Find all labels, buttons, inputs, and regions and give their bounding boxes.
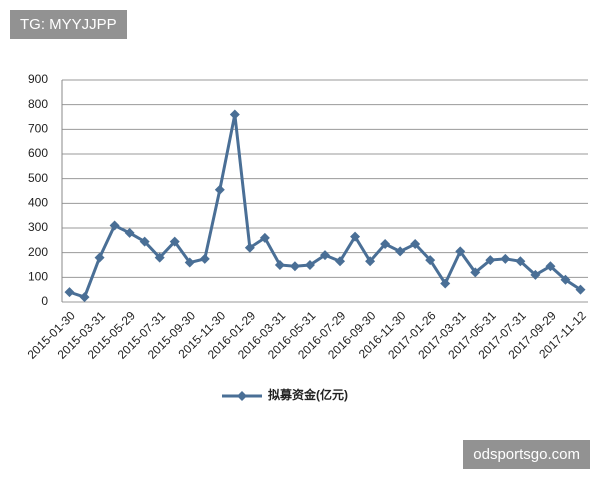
marker (109, 220, 120, 231)
marker (470, 267, 481, 278)
y-tick-label: 700 (28, 122, 48, 136)
marker (304, 260, 315, 270)
marker (274, 260, 285, 270)
y-tick-label: 900 (28, 72, 48, 86)
marker (425, 255, 436, 266)
y-tick-label: 200 (28, 245, 48, 259)
marker (154, 252, 165, 263)
y-tick-label: 100 (28, 270, 48, 284)
marker (365, 256, 376, 267)
marker (530, 269, 541, 280)
marker (500, 253, 511, 264)
y-tick-label: 300 (28, 220, 48, 234)
y-tick-label: 0 (41, 294, 48, 308)
marker (395, 246, 406, 257)
line (69, 114, 582, 299)
marker (64, 287, 75, 298)
marker (169, 236, 180, 247)
marker (139, 236, 150, 247)
marker (545, 261, 556, 272)
y-tick-label: 400 (28, 196, 48, 210)
marker (289, 261, 300, 272)
marker (440, 278, 451, 289)
marker (244, 242, 255, 253)
marker (350, 231, 361, 242)
marker (259, 232, 270, 243)
y-tick-label: 600 (28, 146, 48, 160)
marker (199, 253, 210, 264)
marker (94, 252, 105, 263)
marker (515, 256, 526, 267)
marker (380, 239, 391, 250)
y-tick-label: 800 (28, 97, 48, 111)
marker (79, 292, 90, 303)
watermark: odsportsgo.com (463, 440, 590, 469)
marker (455, 246, 466, 257)
marker (320, 250, 330, 261)
y-tick-label: 500 (28, 171, 48, 185)
marker (560, 274, 571, 285)
marker (214, 184, 225, 195)
legend-label: 拟募资金(亿元) (268, 387, 348, 402)
marker (575, 284, 586, 295)
marker (335, 256, 346, 267)
legend-marker (237, 391, 247, 401)
marker (124, 227, 135, 238)
marker (229, 109, 240, 120)
watermark: TG: MYYJJPP (10, 10, 127, 39)
marker (410, 239, 421, 250)
marker (485, 255, 496, 266)
marker (184, 257, 195, 268)
